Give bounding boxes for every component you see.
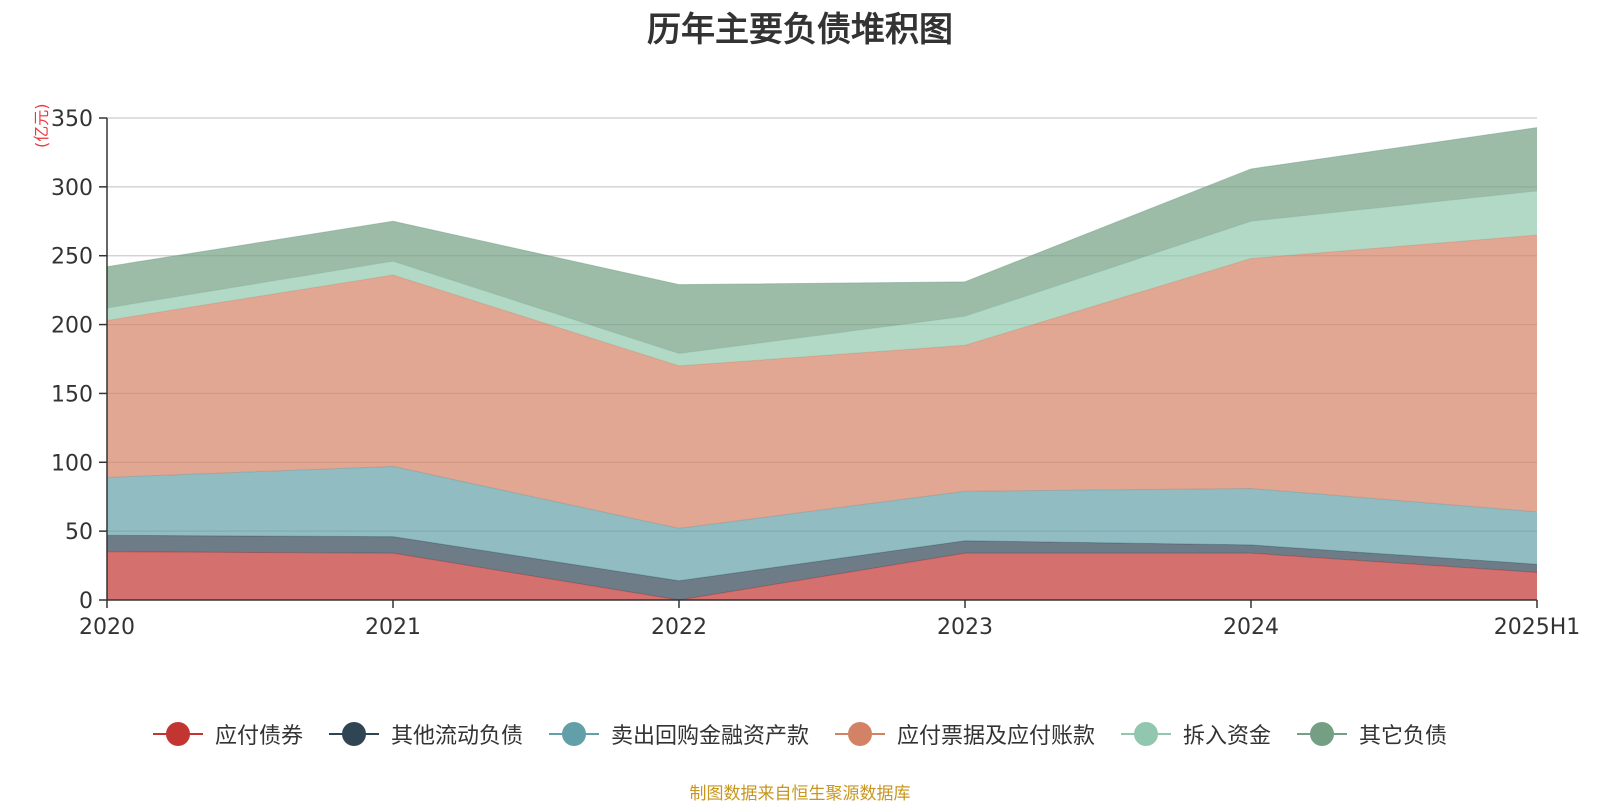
- x-tick-label: 2020: [79, 615, 135, 640]
- area-series-1: [107, 535, 1537, 600]
- legend-item[interactable]: 卖出回购金融资产款: [548, 718, 809, 750]
- legend-label: 其他流动负债: [390, 724, 523, 749]
- x-tick-label: 2023: [937, 615, 993, 640]
- legend-marker-icon: [1297, 721, 1348, 747]
- stacked-area-chart: 0 50 100 150 200 250 300 350 2020 2021 2022 2023 202…: [51, 107, 1580, 640]
- legend-item[interactable]: 应付债券: [152, 718, 303, 750]
- x-tick-label: 2021: [365, 615, 421, 640]
- legend-marker-icon: [328, 721, 379, 747]
- area-series: [106, 127, 1538, 601]
- area-series-0: [107, 551, 1537, 600]
- y-tick-label: 0: [79, 589, 93, 614]
- x-tick-label: 2024: [1223, 615, 1279, 640]
- legend-item[interactable]: 其他流动负债: [328, 718, 523, 750]
- y-tick-label: 150: [51, 382, 93, 407]
- legend-marker-icon: [1121, 721, 1172, 747]
- legend-label: 卖出回购金融资产款: [610, 724, 809, 749]
- legend-label: 应付票据及应付账款: [897, 724, 1096, 749]
- legend: 应付债券 其他流动负债 卖出回购金融资产款 应付票据及应付账款 拆入资金 其它负债: [0, 718, 1600, 750]
- y-tick-label: 300: [51, 176, 93, 201]
- y-tick-label: 100: [51, 451, 93, 476]
- area-series-4: [107, 190, 1537, 366]
- legend-item[interactable]: 其它负债: [1297, 718, 1447, 750]
- source-note: 制图数据来自恒生聚源数据库: [689, 784, 911, 804]
- legend-marker-icon: [835, 721, 885, 747]
- legend-marker-icon: [548, 721, 599, 747]
- legend-label: 拆入资金: [1183, 724, 1272, 749]
- legend-item[interactable]: 拆入资金: [1121, 718, 1271, 750]
- area-series-3: [107, 235, 1537, 529]
- area-series-5: [107, 127, 1537, 354]
- x-tick-label: 2025H1: [1494, 615, 1581, 640]
- y-tick-label: 50: [65, 520, 93, 545]
- legend-item[interactable]: 应付票据及应付账款: [835, 718, 1095, 750]
- y-tick-label: 350: [51, 107, 93, 132]
- area-series-2: [107, 466, 1537, 581]
- axes: [99, 117, 1538, 608]
- legend-marker-icon: [152, 721, 203, 747]
- chart-title: 历年主要负债堆积图: [647, 10, 953, 50]
- y-tick-label: 250: [51, 245, 93, 270]
- legend-label: 其它负债: [1359, 724, 1448, 749]
- area-edge-5: [106, 127, 1538, 286]
- tick-labels: 0 50 100 150 200 250 300 350 2020 2021 2022 2023 202…: [51, 107, 1580, 640]
- y-tick-label: 200: [51, 314, 93, 339]
- legend-label: 应付债券: [214, 724, 303, 749]
- x-tick-label: 2022: [651, 615, 707, 640]
